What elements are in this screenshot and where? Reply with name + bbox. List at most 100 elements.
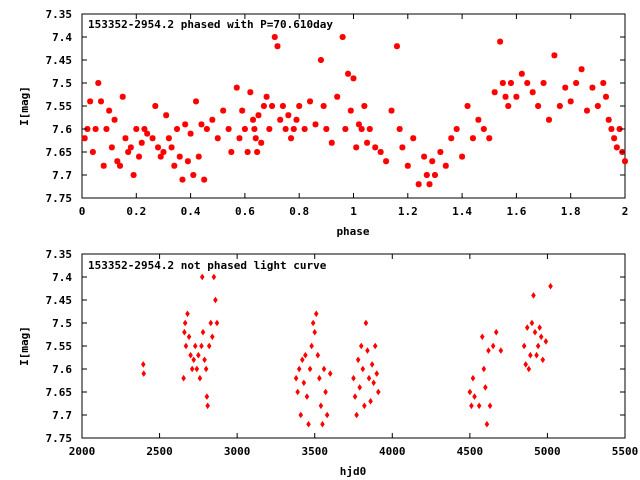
unphased-data-point [318,402,324,410]
phased-x-tick-label: 1.2 [398,205,418,218]
unphased-plot-frame [81,253,626,439]
phased-data-point [133,126,140,132]
phased-data-point [556,103,563,109]
unphased-data-point [189,365,195,373]
phased-data-point [100,162,107,169]
unphased-data-point [360,365,366,373]
phased-data-point [296,103,303,109]
phased-chart-title: 153352-2954.2 phased with P=70.610day [88,18,333,31]
phased-data-point [138,139,145,146]
phased-data-point [396,126,403,132]
unphased-data-point [358,342,364,350]
unphased-data-point [481,365,487,373]
unphased-data-point [528,351,533,359]
phased-data-point [513,93,520,100]
phased-data-point [209,116,216,123]
phased-data-point [442,162,449,169]
phased-data-point [195,153,202,160]
unphased-data-point [320,420,325,428]
phased-data-point [464,103,471,109]
phased-data-point [179,176,186,183]
phased-data-point [507,80,514,86]
phased-data-point [95,80,102,86]
unphased-data-point [140,361,146,368]
unphased-data-point [183,342,189,350]
phased-data-point [602,93,609,100]
unphased-data-point [186,333,192,341]
unphased-data-point [191,356,196,364]
phased-data-point [236,135,243,142]
phased-data-point [155,144,162,151]
unphased-y-axis-label: I[mag] [18,326,31,366]
unphased-data-point [362,402,367,410]
unphased-y-tick-label: 7.4 [52,271,72,284]
unphased-data-point [363,319,369,327]
phased-data-point [540,80,547,86]
unphased-data-point [317,374,322,382]
unphased-data-point [374,370,380,377]
phased-data-point [288,135,295,142]
phased-data-point [269,103,276,109]
phased-data-point [187,130,194,137]
phased-data-point [353,144,360,151]
phased-y-tick-label: 7.55 [46,100,73,113]
phased-data-point [117,162,124,169]
phased-data-point [328,139,335,146]
unphased-data-point [351,374,356,382]
phased-data-point [174,126,181,132]
phased-data-point [605,116,612,123]
phased-data-point [589,84,596,91]
unphased-data-point [313,310,319,318]
unphased-data-point [214,319,220,327]
phased-data-point [233,84,240,91]
phased-data-point [480,126,487,132]
phased-x-tick-label: 1.8 [561,205,581,218]
unphased-data-point [306,420,311,428]
unphased-y-tick-label: 7.65 [46,386,73,399]
phased-axis-ticks: 0 0.2 0.4 0.6 0.8 1 1.2 1.4 1.6 1.8 2 7.35 7.4 7.45 7.… [46,8,629,218]
unphased-data-point [312,328,318,336]
phased-data-point [307,98,314,105]
phased-data-point [258,139,265,146]
phased-plot-frame [81,13,626,199]
phased-data-point [364,139,371,146]
unphased-data-point [531,292,536,299]
unphased-data-point [479,333,485,341]
unphased-data-point [548,282,553,290]
unphased-y-tick-label: 7.55 [46,340,73,353]
unphased-y-tick-label: 7.6 [52,363,72,376]
phased-data-point [583,107,590,114]
phased-data-point [377,149,384,155]
phased-data-point [239,107,246,114]
phased-data-point [106,107,113,114]
phased-data-point [285,112,292,119]
unphased-light-curve-panel: 2000 2500 3000 3500 4000 4500 5000 5500 7.35 7.4 7… [18,248,638,478]
phased-data-point [171,162,178,169]
phased-data-point [111,116,118,123]
phased-x-tick-label: 1.4 [452,205,472,218]
unphased-data-point [366,374,372,382]
unphased-chart-title: 153352-2954.2 not phased light curve [88,259,327,272]
unphased-x-tick-label: 3000 [224,445,251,458]
unphased-data-point [210,333,215,341]
unphased-data-point [188,351,193,359]
unphased-data-point [202,356,207,364]
phased-data-point [271,34,278,40]
phased-data-point [448,135,455,142]
phased-data-point [290,126,297,132]
phased-data-point [220,107,227,114]
phased-data-point [254,149,261,155]
phased-data-point [247,89,254,96]
phased-data-point [399,144,406,151]
phased-data-point [545,116,552,123]
unphased-data-point [357,384,362,391]
unphased-data-point [309,342,314,350]
phased-y-tick-label: 7.35 [46,8,73,21]
phased-data-point [198,121,205,128]
phased-data-point [157,153,164,160]
phased-data-point [600,80,607,86]
unphased-data-point [372,342,378,350]
phased-data-point [323,126,330,132]
phased-data-point [130,172,137,178]
phased-data-point [89,149,96,155]
